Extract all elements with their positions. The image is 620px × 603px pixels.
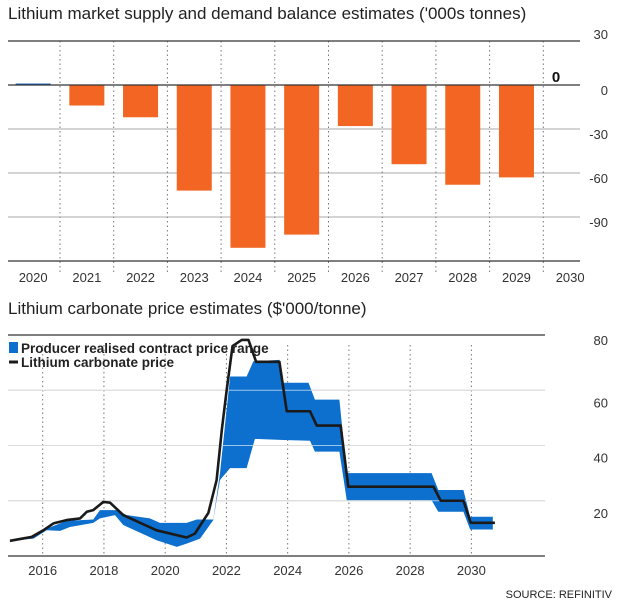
lithium-price-line	[9, 338, 495, 543]
x-tick-label: 2022	[212, 563, 241, 578]
x-tick-label: 2020	[19, 270, 48, 285]
bar-2024	[230, 85, 266, 248]
x-tick-label: 2018	[89, 563, 118, 578]
x-tick-label: 2022	[126, 270, 155, 285]
x-tick-label: 2030	[556, 270, 585, 285]
x-tick-label: 2025	[287, 270, 316, 285]
y-tick-label: 60	[594, 395, 608, 410]
bar-2029	[498, 85, 534, 178]
value-label-2030: 0	[552, 69, 560, 86]
y-tick-label: 0	[601, 83, 608, 98]
x-tick-label: 2030	[457, 563, 486, 578]
x-tick-label: 2016	[28, 563, 57, 578]
bar-2022	[123, 85, 159, 118]
source-note: SOURCE: REFINITIV	[506, 589, 613, 601]
supply-demand-bar-chart: 30 0 -30 -60 -90 2020 2021 2022 2023 2024 2025 2026…	[8, 30, 608, 285]
legend-label-line: Lithium carbonate price	[21, 355, 175, 370]
y-tick-label: -90	[589, 215, 608, 230]
bar-2026	[337, 85, 373, 127]
y-tick-label: 80	[594, 333, 608, 348]
y-tick-label: 30	[594, 30, 608, 42]
x-tick-label: 2026	[334, 563, 363, 578]
x-tick-label: 2023	[180, 270, 209, 285]
price-area-chart: 2016 2018 2020 2022 2024 2026 2028 2030 20 40 60 80…	[8, 333, 613, 601]
x-tick-label: 2028	[448, 270, 477, 285]
bar-2020	[15, 83, 51, 86]
x-tick-label: 2021	[72, 270, 101, 285]
x-tick-label: 2026	[341, 270, 370, 285]
x-tick-label: 2024	[273, 563, 302, 578]
bar-2028	[445, 85, 481, 185]
x-tick-label: 2020	[151, 563, 180, 578]
y-tick-label: 40	[594, 451, 608, 466]
y-tick-label: -60	[589, 171, 608, 186]
x-tick-label: 2027	[395, 270, 424, 285]
bar-2025	[284, 85, 320, 235]
legend-label-band: Producer realised contract price range	[21, 341, 269, 356]
bar-2021	[69, 85, 105, 106]
x-tick-label: 2028	[396, 563, 425, 578]
price-range-band	[9, 359, 493, 547]
x-tick-label: 2024	[233, 270, 262, 285]
y-tick-label: -30	[589, 127, 608, 142]
bar-2027	[391, 85, 427, 165]
x-tick-label: 2029	[502, 270, 531, 285]
bar-2023	[176, 85, 212, 191]
legend-swatch-band	[9, 342, 18, 353]
supply-demand-chart-title: Lithium market supply and demand balance…	[8, 4, 527, 23]
y-tick-label: 20	[594, 506, 608, 521]
price-chart-title: Lithium carbonate price estimates ($'000…	[8, 299, 367, 318]
